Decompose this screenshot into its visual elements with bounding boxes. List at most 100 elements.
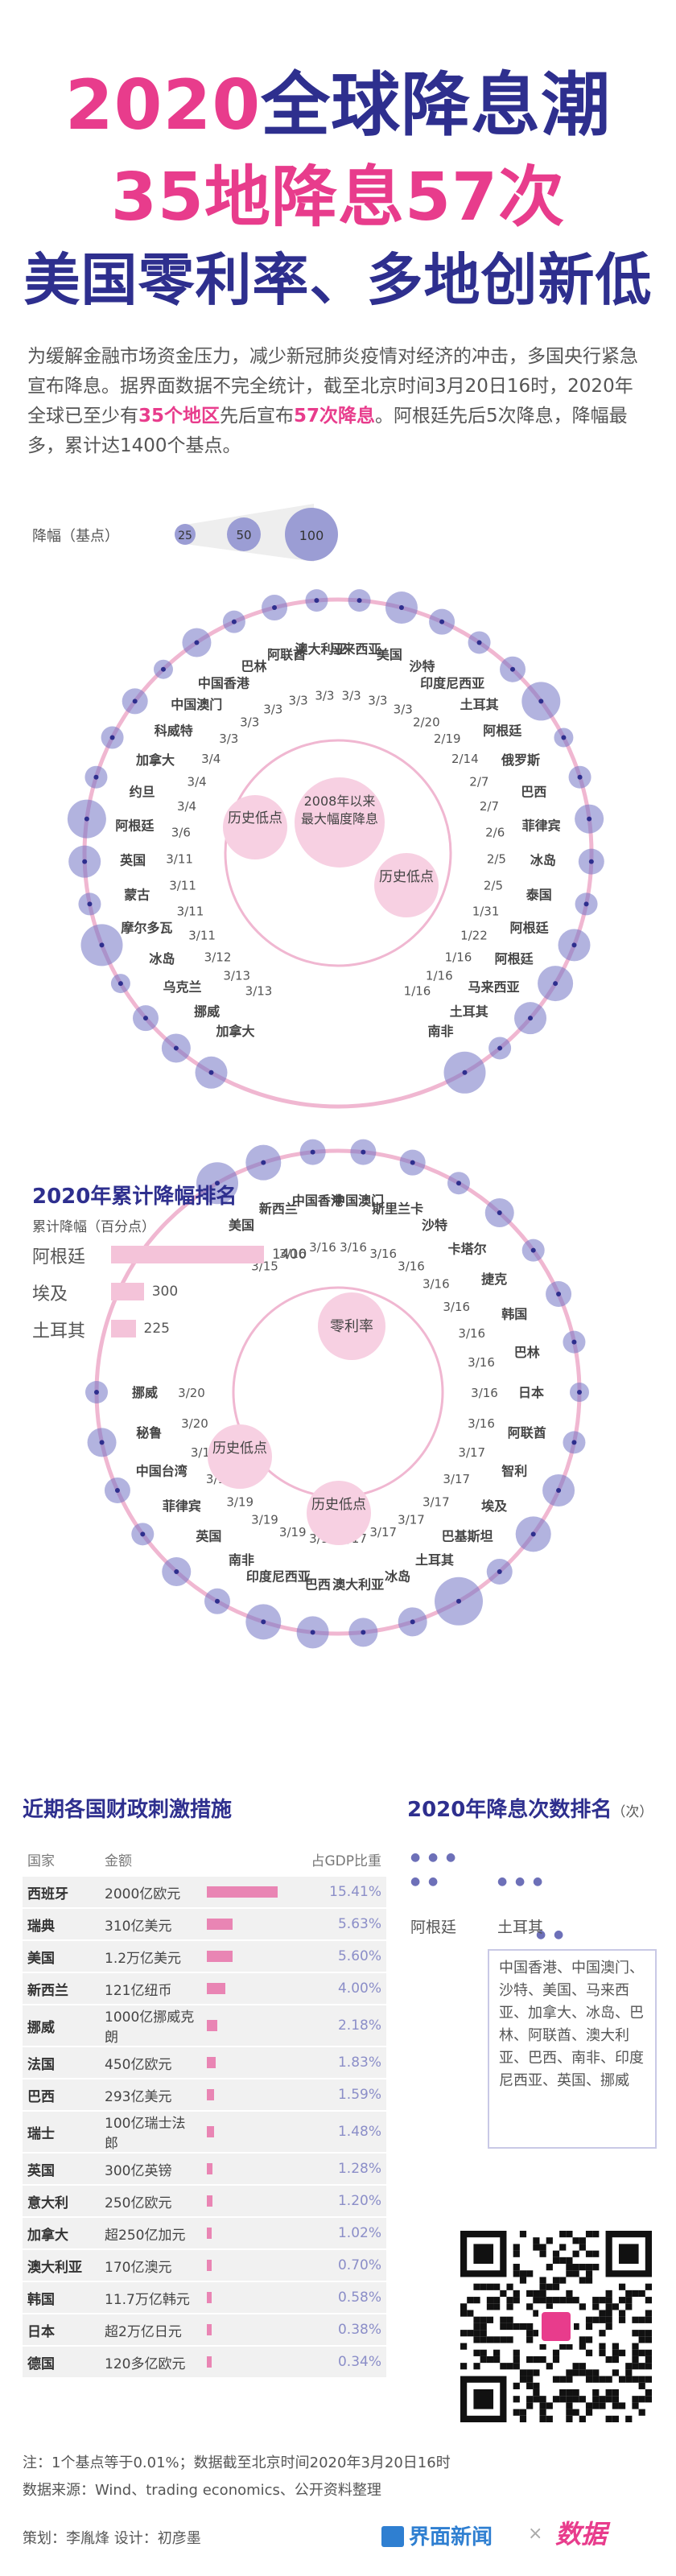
event-bubble-45 [515,1516,551,1552]
event-country-22: 加拿大 [135,752,175,768]
fiscal-bar [207,2228,212,2239]
cumulative-value-1: 300 [151,1284,179,1300]
fiscal-country: 瑞典 [23,1907,100,1940]
event-date-42: 3/16 [471,1386,498,1400]
event-bubble-1 [488,1037,512,1060]
cumulative-bar-2 [111,1320,136,1337]
event-bubble-12 [468,631,491,654]
fiscal-row: 韩国 11.7万亿韩元 0.58% [23,2281,386,2314]
event-bubble-20 [153,659,173,679]
fiscal-bar [207,2324,212,2335]
annotation-hist-low-1: 历史低点 [223,795,287,859]
annotation-hist-low-4: 历史低点 [307,1481,371,1545]
event-country-55: 中国台湾 [136,1464,188,1479]
event-date-29: 3/12 [204,950,232,964]
fiscal-country: 英国 [23,2152,100,2185]
event-bubble-17 [262,595,288,621]
event-country-25: 英国 [119,853,146,868]
fiscal-amount: 超2万亿日元 [100,2313,203,2346]
title-line2: 35地降息57次 [110,159,566,236]
footer-note: 注：1个基点等于0.01%；数据截至北京时间2020年3月20日16时 [23,2454,451,2471]
event-date-1: 1/16 [426,969,453,983]
rate-cut-timeline: 南非 1/16 土耳其 1/16 马来西亚 1/16 阿根廷 1/22 阿根廷 1/31 泰国 2/5… [67,589,604,1649]
cumulative-country-1: 埃及 [32,1284,68,1304]
event-country-34: 中国香港 [292,1193,344,1208]
fiscal-row: 德国 120多亿欧元 0.34% [23,2345,386,2377]
event-bubble-57 [85,1381,108,1403]
event-date-12: 2/20 [413,715,440,729]
event-bubble-48 [398,1607,427,1637]
event-country-29: 乌克兰 [163,979,202,995]
cumulative-country-2: 土耳其 [32,1321,86,1342]
fiscal-country: 法国 [23,2046,100,2079]
event-bubble-23 [84,765,108,789]
legend-circle-100 [285,508,338,561]
event-bubble-52 [204,1588,230,1614]
event-date-27: 3/11 [177,905,204,919]
hist-low-text-4: 历史低点 [311,1497,366,1513]
event-country-13: 沙特 [409,658,435,674]
fiscal-bar [207,2356,212,2368]
event-bubble-5 [575,892,598,916]
event-bubble-41 [563,1330,586,1354]
event-date-47: 3/17 [398,1513,425,1527]
fiscal-bar [207,2292,212,2303]
event-bubble-22 [101,726,124,749]
title-line1: 2020全球降息潮 [64,65,612,146]
event-date-7: 2/6 [485,825,505,839]
event-country-7: 菲律宾 [522,818,561,834]
fiscal-amount: 121亿纽币 [100,1972,203,2005]
fiscal-amount: 170亿澳元 [100,2248,203,2281]
event-bubble-38 [484,1198,514,1228]
fiscal-amount: 120多亿欧元 [100,2345,203,2377]
event-date-51: 3/19 [279,1525,307,1539]
event-bubble-3 [538,966,574,1002]
fiscal-country: 日本 [23,2313,100,2346]
fiscal-bar [207,2089,215,2100]
fiscal-bar [207,1886,278,1898]
fiscal-country: 德国 [23,2345,100,2377]
fiscal-amount: 超250亿加元 [100,2216,203,2249]
fiscal-bar [207,2020,217,2031]
event-date-31: 3/13 [245,984,273,999]
event-bubble-49 [348,1618,378,1647]
hist-low-text-2: 历史低点 [379,869,434,885]
event-country-47: 土耳其 [415,1552,454,1568]
count-title: 2020年降息次数排名（次） [407,1798,653,1822]
qr-code [460,2231,652,2422]
event-country-35: 中国澳门 [332,1193,384,1208]
event-country-49: 澳大利亚 [332,1577,384,1593]
count-name-0: 阿根廷 [410,1919,457,1936]
fiscal-amount: 450亿欧元 [100,2046,203,2079]
fiscal-pct: 0.58% [324,2281,386,2314]
event-country-57: 挪威 [132,1385,158,1400]
event-date-24: 3/6 [171,825,191,839]
event-date-11: 2/19 [434,732,461,746]
fiscal-row: 挪威 1000亿挪威克朗 2.18% [23,2004,386,2046]
fiscal-row: 瑞士 100亿瑞士法郎 1.48% [23,2110,386,2153]
hist-low-text-3: 历史低点 [212,1440,267,1457]
event-bubble-51 [245,1604,282,1640]
drop-icon: ● [533,1875,543,1888]
fiscal-amount: 11.7万亿韩元 [100,2281,203,2314]
event-bubble-11 [500,656,526,682]
fiscal-row: 法国 450亿欧元 1.83% [23,2046,386,2079]
hist-low-text-1: 历史低点 [228,810,282,826]
event-date-57: 3/20 [178,1386,205,1400]
event-country-36: 斯里兰卡 [372,1201,423,1217]
event-country-33: 新西兰 [259,1201,298,1217]
fiscal-pct: 5.63% [324,1907,386,1940]
event-bubble-55 [104,1478,130,1504]
event-country-14: 美国 [377,647,402,662]
fiscal-amount: 1.2万亿美元 [100,1939,203,1972]
drop-icon: ● [410,1851,421,1864]
event-country-56: 秘鲁 [136,1425,162,1440]
fiscal-country: 加拿大 [23,2216,100,2249]
fiscal-bar [207,2163,213,2174]
event-country-5: 泰国 [526,887,552,902]
event-country-2: 马来西亚 [468,979,519,995]
event-country-52: 南非 [229,1552,254,1568]
event-date-52: 3/19 [251,1513,278,1527]
event-date-19: 3/3 [240,715,259,729]
event-country-16: 澳大利亚 [295,641,346,657]
